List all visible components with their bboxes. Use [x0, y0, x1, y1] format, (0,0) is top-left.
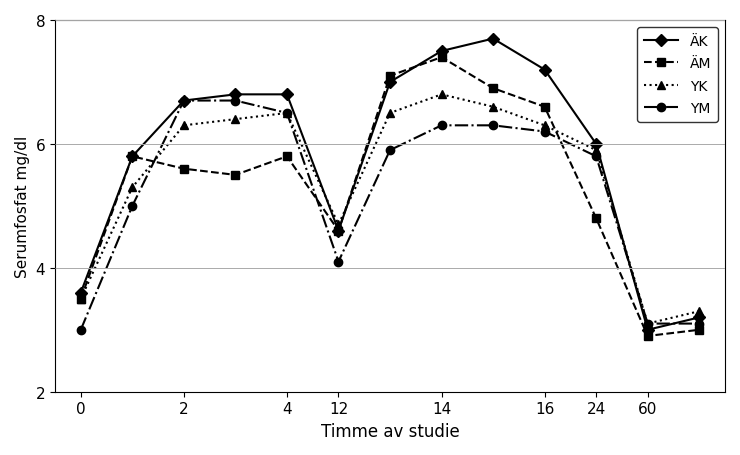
- ÄK: [76, 290, 85, 296]
- ÄK: [643, 327, 652, 333]
- YK: [386, 111, 394, 116]
- YM: [488, 123, 497, 129]
- YK: [695, 309, 704, 314]
- ÄM: [128, 154, 137, 160]
- YM: [283, 111, 292, 116]
- ÄM: [283, 154, 292, 160]
- Line: ÄK: ÄK: [77, 35, 704, 334]
- YM: [643, 321, 652, 327]
- ÄK: [128, 154, 137, 160]
- ÄK: [179, 99, 188, 104]
- YM: [231, 99, 240, 104]
- ÄM: [179, 167, 188, 172]
- Line: YM: YM: [77, 97, 704, 334]
- YM: [592, 154, 601, 160]
- Y-axis label: Serumfosfat mg/dl: Serumfosfat mg/dl: [15, 136, 30, 278]
- YM: [334, 259, 343, 265]
- ÄM: [643, 334, 652, 339]
- YM: [179, 99, 188, 104]
- YM: [128, 204, 137, 209]
- ÄK: [283, 92, 292, 98]
- YK: [179, 123, 188, 129]
- YK: [231, 117, 240, 122]
- YK: [643, 321, 652, 327]
- YM: [386, 148, 394, 153]
- ÄK: [334, 228, 343, 234]
- YM: [437, 123, 446, 129]
- ÄM: [231, 173, 240, 178]
- Legend: ÄK, ÄM, YK, YM: ÄK, ÄM, YK, YM: [637, 28, 718, 122]
- YM: [540, 130, 549, 135]
- ÄK: [437, 49, 446, 55]
- ÄK: [488, 37, 497, 42]
- Line: YK: YK: [77, 91, 704, 328]
- ÄM: [488, 86, 497, 92]
- Line: ÄM: ÄM: [77, 54, 704, 340]
- ÄK: [695, 315, 704, 320]
- YK: [592, 148, 601, 153]
- ÄM: [76, 296, 85, 302]
- YK: [437, 92, 446, 98]
- YM: [695, 321, 704, 327]
- ÄK: [592, 142, 601, 147]
- ÄK: [540, 68, 549, 73]
- ÄM: [334, 228, 343, 234]
- YK: [540, 123, 549, 129]
- YK: [76, 296, 85, 302]
- YK: [128, 185, 137, 191]
- YM: [76, 327, 85, 333]
- YK: [283, 111, 292, 116]
- ÄM: [592, 216, 601, 222]
- ÄK: [231, 92, 240, 98]
- X-axis label: Timme av studie: Timme av studie: [320, 422, 460, 440]
- ÄK: [386, 80, 394, 86]
- ÄM: [386, 74, 394, 79]
- ÄM: [540, 105, 549, 110]
- YK: [334, 222, 343, 228]
- ÄM: [437, 56, 446, 61]
- ÄM: [695, 327, 704, 333]
- YK: [488, 105, 497, 110]
